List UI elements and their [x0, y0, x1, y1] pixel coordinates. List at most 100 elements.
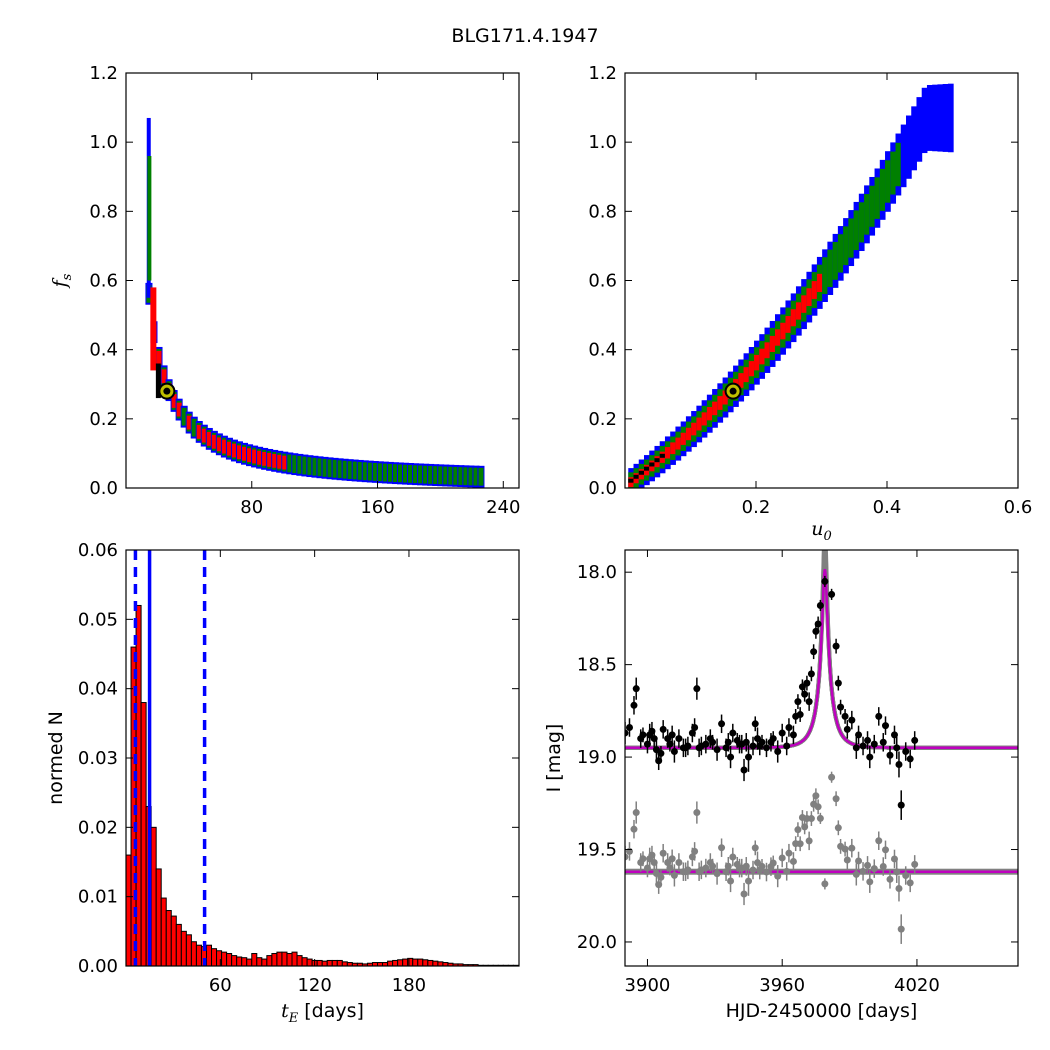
histogram-bar — [296, 955, 303, 967]
residual-point — [783, 867, 791, 875]
density-cell-red — [171, 394, 177, 408]
density-cell-red — [691, 422, 697, 436]
data-point — [832, 642, 840, 650]
data-point — [778, 729, 786, 737]
density-cell-green — [408, 465, 414, 483]
histogram-bar — [180, 930, 187, 967]
data-point — [807, 670, 815, 678]
data-point — [879, 738, 887, 746]
residual-point — [911, 860, 919, 868]
residual-point — [639, 855, 647, 863]
density-cell-blue — [916, 97, 923, 162]
density-cell-green — [438, 466, 444, 485]
histogram-bar — [281, 951, 288, 967]
histogram-bar — [392, 959, 399, 967]
data-point — [805, 698, 813, 706]
y-tick-label: 1.0 — [588, 132, 617, 153]
density-cell-green — [478, 467, 484, 486]
density-cell-red — [156, 350, 162, 365]
residual-point — [740, 890, 748, 898]
y-tick-label: 1.2 — [89, 63, 118, 84]
histogram-bar — [205, 944, 213, 967]
panel-fs-vs-u0: 0.2 0.4 0.6 0.0 0.2 0.4 0.6 0.8 1.0 1.2 u0 — [588, 63, 1032, 544]
histogram-bar — [241, 957, 248, 967]
density-cell-blue — [921, 87, 928, 154]
density-cell-black — [638, 470, 645, 475]
residual-point — [625, 853, 629, 861]
data-point — [639, 731, 647, 739]
data-point — [866, 753, 874, 761]
y-tick-label: 0.4 — [89, 340, 118, 361]
density-cell-red — [242, 446, 248, 461]
density-cell-green — [332, 459, 338, 478]
data-point — [855, 731, 863, 739]
density-cell-red — [272, 453, 278, 468]
histogram-bar — [170, 915, 177, 967]
density-cell-green — [473, 467, 479, 486]
residual-point — [875, 837, 883, 845]
density-cell-green — [337, 460, 343, 479]
density-cell-red — [680, 432, 687, 445]
y-tick-label: 0.05 — [78, 609, 118, 630]
data-point — [882, 722, 890, 730]
data-point — [841, 712, 849, 720]
residual-point — [709, 862, 717, 870]
data-point — [749, 742, 757, 750]
y-tick-label: 0.6 — [89, 271, 118, 292]
density-cell-red — [795, 302, 802, 320]
density-cell-blue — [947, 83, 954, 153]
residual-point — [724, 862, 732, 870]
residual-point — [675, 858, 683, 866]
residual-point — [796, 840, 804, 848]
density-cell-red — [191, 420, 197, 435]
x-tick-label: 0.2 — [742, 497, 771, 518]
residual-point — [906, 879, 914, 887]
residual-point — [864, 861, 872, 869]
residual-point — [848, 844, 856, 852]
density-cell-black — [659, 453, 666, 458]
residual-point — [729, 853, 737, 861]
residual-point — [625, 847, 633, 855]
density-cell-blue — [926, 84, 933, 151]
data-point — [886, 751, 894, 759]
histogram-bar — [256, 957, 263, 967]
panel-fs-vs-te: 80 160 240 0.0 0.2 0.4 0.6 0.8 1.0 1.2 fs — [49, 63, 520, 518]
density-cell-red — [257, 450, 263, 465]
data-point — [895, 760, 903, 768]
density-cell-green — [453, 466, 459, 485]
density-cell-green — [853, 210, 860, 251]
density-cell-red — [801, 295, 807, 313]
density-cell-green — [448, 466, 454, 485]
data-point — [670, 748, 678, 756]
histogram-bar — [125, 854, 132, 967]
data-point — [828, 590, 836, 598]
data-point — [810, 648, 818, 656]
density-cell-red — [722, 390, 729, 405]
histogram-bar — [251, 953, 258, 967]
density-cell-red — [754, 354, 760, 371]
histogram-bar — [155, 868, 162, 967]
density-cell-red — [806, 288, 813, 306]
density-cell-red — [743, 367, 750, 383]
density-cell-red — [790, 309, 797, 327]
density-cell-green — [458, 467, 464, 485]
x-tick-label: 240 — [486, 497, 520, 518]
residual-point — [902, 872, 910, 880]
y-axis-label: I [mag] — [543, 724, 565, 793]
residual-point — [893, 868, 901, 876]
data-point — [789, 731, 797, 739]
x-axis-label: u0 — [811, 518, 832, 544]
density-cell-green — [347, 461, 353, 480]
data-point — [745, 753, 753, 761]
histogram-bar — [321, 960, 328, 967]
density-cell-red — [252, 449, 258, 464]
histogram-bar — [427, 959, 434, 967]
density-cell-black — [643, 466, 650, 471]
data-point — [727, 753, 735, 761]
histogram-bar — [331, 959, 338, 967]
data-point — [762, 744, 770, 752]
residual-point — [816, 814, 824, 822]
residual-point — [807, 815, 815, 823]
density-cell-red — [785, 316, 792, 333]
data-point — [740, 766, 748, 774]
